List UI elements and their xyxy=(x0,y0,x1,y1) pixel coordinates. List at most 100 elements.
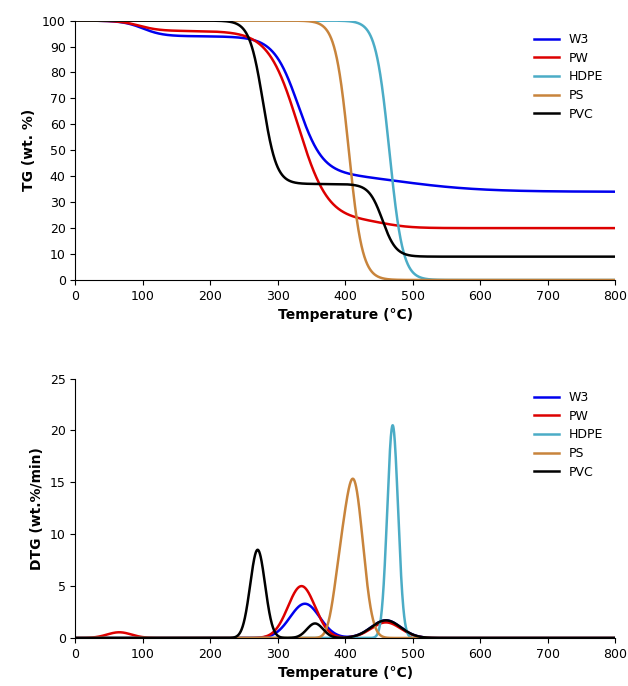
PVC xyxy=(612,634,619,642)
PS xyxy=(612,634,619,642)
PVC xyxy=(302,626,310,635)
PS xyxy=(72,16,79,25)
Line: PW: PW xyxy=(75,586,615,638)
PW xyxy=(543,224,550,233)
W3 xyxy=(543,634,551,642)
PS xyxy=(133,16,141,25)
W3 xyxy=(279,623,286,631)
Y-axis label: DTG (wt.%/min): DTG (wt.%/min) xyxy=(30,447,44,569)
Legend: W3, PW, HDPE, PS, PVC: W3, PW, HDPE, PS, PVC xyxy=(528,27,609,127)
W3 xyxy=(543,187,550,196)
Line: HDPE: HDPE xyxy=(75,425,615,638)
Line: PVC: PVC xyxy=(75,21,615,257)
PVC xyxy=(543,252,550,261)
W3 xyxy=(165,31,173,39)
PVC xyxy=(279,634,286,642)
W3 xyxy=(601,187,609,196)
PW xyxy=(612,634,619,642)
PS xyxy=(165,16,173,25)
PVC xyxy=(133,16,141,25)
PS xyxy=(598,276,605,284)
PW xyxy=(133,632,141,640)
X-axis label: Temperature (°C): Temperature (°C) xyxy=(278,308,413,322)
PS xyxy=(302,17,310,25)
PS xyxy=(601,276,609,284)
PVC xyxy=(612,252,619,261)
Line: PW: PW xyxy=(75,21,615,228)
HDPE xyxy=(279,16,286,25)
HDPE xyxy=(612,634,619,642)
PW xyxy=(133,21,141,29)
PW xyxy=(165,634,173,642)
W3 xyxy=(301,600,309,608)
PS xyxy=(349,475,357,483)
PVC xyxy=(543,634,551,642)
HDPE xyxy=(165,634,173,642)
HDPE xyxy=(279,634,286,642)
PW xyxy=(302,585,310,593)
W3 xyxy=(302,122,310,130)
PW xyxy=(543,634,551,642)
W3 xyxy=(165,634,173,642)
HDPE xyxy=(543,276,550,284)
HDPE xyxy=(133,16,141,25)
HDPE xyxy=(302,16,310,25)
PW xyxy=(165,26,173,34)
PS xyxy=(72,634,79,642)
HDPE xyxy=(543,634,551,642)
HDPE xyxy=(612,276,619,284)
PS xyxy=(612,276,619,284)
PW xyxy=(72,16,79,25)
HDPE xyxy=(601,634,609,642)
Line: W3: W3 xyxy=(75,21,615,191)
W3 xyxy=(133,634,141,642)
PS xyxy=(302,634,310,642)
PW xyxy=(279,75,286,84)
W3 xyxy=(612,634,619,642)
W3 xyxy=(302,600,310,608)
PVC xyxy=(165,16,173,25)
Line: PVC: PVC xyxy=(75,549,615,638)
HDPE xyxy=(72,16,79,25)
Legend: W3, PW, HDPE, PS, PVC: W3, PW, HDPE, PS, PVC xyxy=(528,385,609,485)
PVC xyxy=(72,16,79,25)
HDPE xyxy=(601,276,609,284)
HDPE xyxy=(165,16,173,25)
W3 xyxy=(133,22,141,30)
PW xyxy=(612,224,619,233)
HDPE xyxy=(612,276,619,284)
Line: PS: PS xyxy=(75,21,615,280)
PW xyxy=(72,634,79,642)
PS xyxy=(279,634,286,642)
PVC xyxy=(279,172,286,180)
PVC xyxy=(302,180,310,188)
HDPE xyxy=(389,421,396,429)
PS xyxy=(133,634,141,642)
PS xyxy=(279,16,286,25)
X-axis label: Temperature (°C): Temperature (°C) xyxy=(278,666,413,681)
PVC xyxy=(72,634,79,642)
PVC xyxy=(254,545,261,554)
W3 xyxy=(279,62,286,71)
Line: PS: PS xyxy=(75,479,615,638)
PS xyxy=(165,634,173,642)
HDPE xyxy=(72,634,79,642)
Y-axis label: TG (wt. %): TG (wt. %) xyxy=(22,109,36,191)
PS xyxy=(543,634,551,642)
PW xyxy=(298,582,305,590)
PVC xyxy=(601,634,609,642)
PW xyxy=(601,224,609,233)
PVC xyxy=(601,252,609,261)
Line: W3: W3 xyxy=(75,604,615,638)
W3 xyxy=(612,187,619,196)
Line: HDPE: HDPE xyxy=(75,21,615,280)
W3 xyxy=(601,634,609,642)
PW xyxy=(601,634,609,642)
HDPE xyxy=(302,634,310,642)
PVC xyxy=(133,634,141,642)
PW xyxy=(302,145,310,154)
HDPE xyxy=(133,634,141,642)
W3 xyxy=(72,634,79,642)
PW xyxy=(279,615,286,623)
PVC xyxy=(165,634,173,642)
